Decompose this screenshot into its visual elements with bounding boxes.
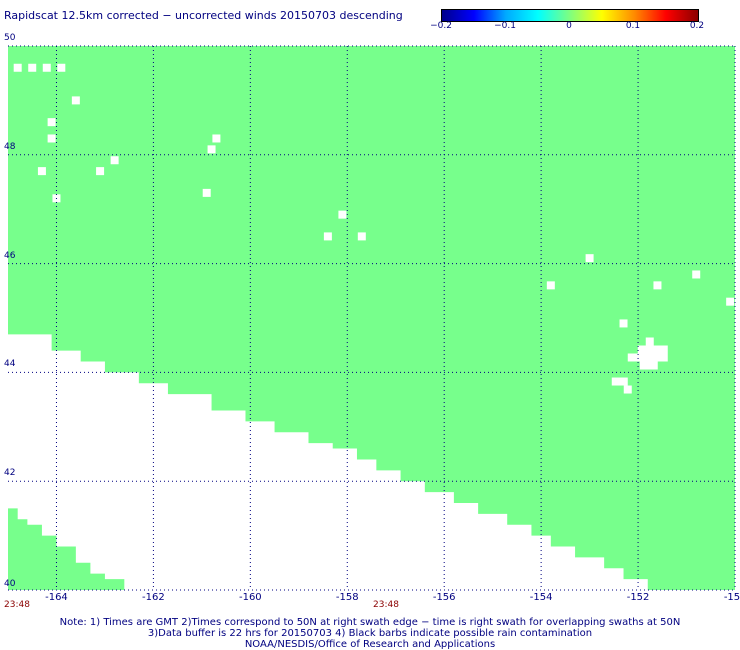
x-tick-label: -15 — [723, 592, 740, 603]
swath-main — [8, 46, 735, 590]
missing-cell — [47, 118, 56, 127]
missing-cell — [623, 385, 632, 394]
missing-cell — [202, 188, 211, 197]
missing-cell — [546, 281, 555, 290]
missing-cell — [28, 63, 37, 72]
y-tick-label: 40 — [4, 579, 16, 589]
swath-secondary — [8, 508, 125, 590]
x-tick-label: -160 — [238, 592, 262, 603]
chart-title: Rapidscat 12.5km corrected − uncorrected… — [4, 9, 403, 22]
time-label: 23:48 — [4, 600, 30, 610]
missing-cell — [13, 63, 22, 72]
y-tick-label: 48 — [4, 141, 16, 152]
missing-cell — [110, 156, 119, 165]
y-tick-label: 46 — [4, 250, 16, 261]
x-tick-label: -154 — [529, 592, 553, 603]
y-tick-label: 44 — [4, 359, 16, 370]
time-label: 23:48 — [373, 600, 399, 610]
missing-cell — [42, 63, 51, 72]
missing-cell — [212, 134, 221, 143]
x-tick-label: -162 — [142, 592, 165, 603]
missing-cell — [611, 377, 628, 386]
x-tick-label: -156 — [432, 592, 456, 603]
missing-cell — [71, 96, 80, 105]
missing-cell — [338, 210, 347, 219]
colorbar-tick: 0.2 — [689, 21, 705, 31]
colorbar-tick: −0.2 — [430, 21, 452, 31]
footer-note-line2: 3)Data buffer is 22 hrs for 20150703 4) … — [147, 628, 593, 639]
missing-cell — [357, 232, 366, 241]
missing-cell — [726, 297, 735, 306]
colorbar-tick: 0.1 — [625, 21, 641, 31]
colorbar-tick: −0.1 — [494, 21, 516, 31]
missing-region — [627, 337, 668, 370]
missing-cell — [619, 319, 628, 328]
missing-cell — [96, 167, 105, 176]
missing-cell — [37, 167, 46, 176]
missing-cell — [653, 281, 662, 290]
colorbar — [441, 9, 699, 22]
x-tick-label: -164 — [45, 592, 68, 603]
missing-cell — [323, 232, 332, 241]
missing-cell — [692, 270, 701, 279]
missing-cell — [57, 63, 66, 72]
y-tick-label: 50 — [4, 33, 16, 43]
missing-cell — [585, 254, 594, 263]
footer-note-line1: Note: 1) Times are GMT 2)Times correspon… — [59, 617, 681, 628]
x-tick-label: -152 — [626, 592, 650, 603]
y-tick-label: 42 — [4, 468, 16, 479]
colorbar-tick: 0 — [566, 21, 572, 31]
x-tick-label: -158 — [335, 592, 359, 603]
footer-credit: NOAA/NESDIS/Office of Research and Appli… — [244, 639, 496, 650]
missing-cell — [47, 134, 56, 143]
missing-cell — [207, 145, 216, 154]
